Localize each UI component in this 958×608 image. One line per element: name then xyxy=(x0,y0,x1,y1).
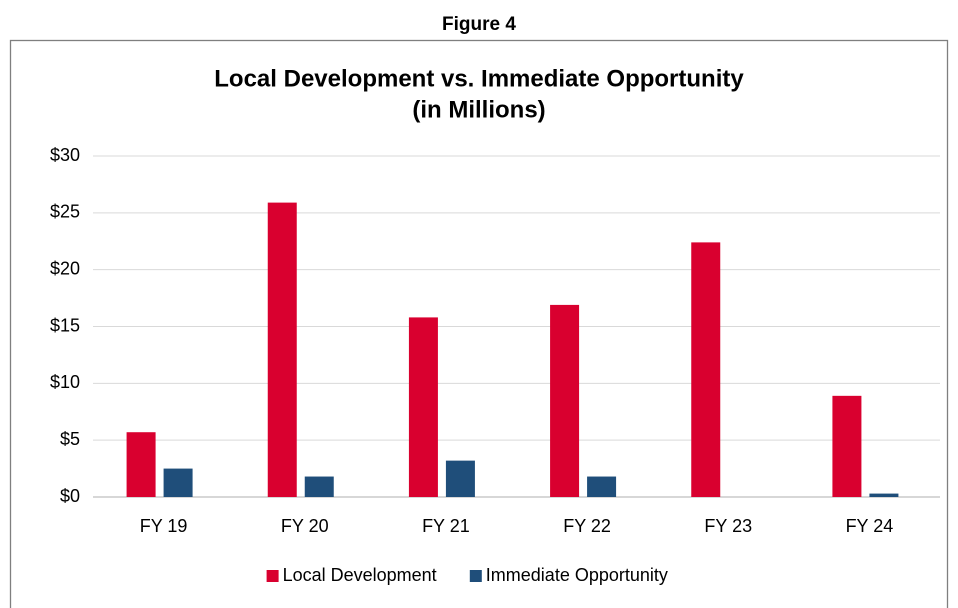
bar xyxy=(587,476,617,497)
chart-frame xyxy=(9,39,949,608)
y-tick-label: $30 xyxy=(50,145,80,165)
bar xyxy=(691,242,721,497)
legend-swatch xyxy=(266,570,279,582)
x-tick-label: FY 23 xyxy=(704,516,752,536)
legend-label: Local Development xyxy=(283,565,437,585)
y-tick-label: $15 xyxy=(50,315,80,335)
y-tick-label: $5 xyxy=(60,429,80,449)
y-tick-label: $10 xyxy=(50,372,80,392)
legend-label: Immediate Opportunity xyxy=(486,565,668,585)
x-tick-label: FY 21 xyxy=(422,516,470,536)
bar xyxy=(408,317,438,497)
x-tick-label: FY 19 xyxy=(140,516,188,536)
x-tick-label: FY 24 xyxy=(846,516,894,536)
bar xyxy=(304,476,334,497)
y-tick-label: $25 xyxy=(50,202,80,222)
y-tick-label: $20 xyxy=(50,258,80,278)
bar xyxy=(163,468,193,497)
bar xyxy=(126,432,156,497)
legend-swatch xyxy=(469,570,482,582)
y-tick-label: $0 xyxy=(60,486,80,506)
x-tick-label: FY 20 xyxy=(281,516,329,536)
x-tick-label: FY 22 xyxy=(563,516,611,536)
chart-title: Local Development vs. Immediate Opportun… xyxy=(214,65,744,92)
chart-title: (in Millions) xyxy=(412,96,545,123)
bar xyxy=(550,304,580,497)
bar xyxy=(869,493,899,497)
bar xyxy=(267,202,297,497)
bar xyxy=(832,395,862,497)
figure-label: Figure 4 xyxy=(442,14,516,35)
bar xyxy=(445,460,475,497)
